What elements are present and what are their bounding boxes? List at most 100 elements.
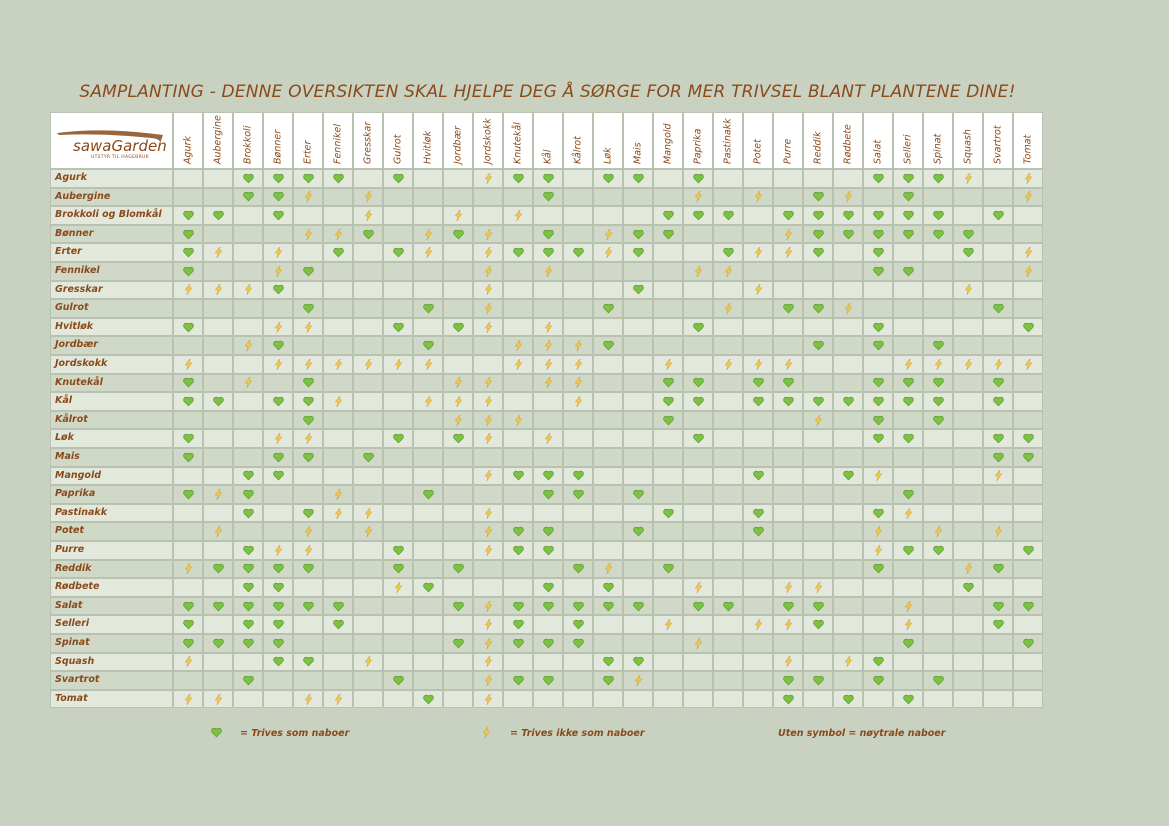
table-cell	[773, 615, 803, 634]
table-cell	[233, 671, 263, 690]
table-cell	[533, 355, 563, 374]
heart-icon	[752, 471, 764, 481]
table-cell	[563, 429, 593, 448]
table-cell	[293, 559, 323, 579]
table-cell	[443, 448, 473, 467]
table-cell	[233, 429, 263, 448]
heart-icon	[542, 582, 554, 593]
table-cell	[473, 522, 503, 541]
heart-icon	[422, 489, 434, 500]
table-cell	[623, 429, 653, 448]
table-cell	[443, 187, 473, 207]
lightning-icon	[574, 395, 582, 407]
table-cell	[623, 373, 653, 393]
lightning-icon	[694, 265, 702, 277]
column-header: Paprika	[683, 112, 713, 169]
column-header: Selleri	[893, 112, 923, 169]
lightning-icon	[364, 526, 372, 538]
table-cell	[953, 299, 983, 318]
table-cell	[563, 336, 593, 355]
table-cell	[203, 373, 233, 393]
table-cell	[923, 392, 953, 411]
lightning-icon	[364, 656, 372, 668]
table-cell	[773, 280, 803, 300]
table-cell	[323, 671, 353, 690]
table-cell	[893, 522, 923, 541]
column-header: Purre	[773, 112, 803, 169]
table-cell	[773, 652, 803, 672]
table-cell	[833, 336, 863, 355]
table-cell	[653, 355, 683, 374]
table-cell	[923, 317, 953, 337]
table-cell	[383, 373, 413, 393]
lightning-icon	[994, 358, 1002, 370]
lightning-icon	[274, 265, 282, 277]
table-cell	[863, 578, 893, 597]
heart-icon	[602, 303, 614, 314]
column-header-label: Purre	[782, 138, 794, 164]
table-cell	[263, 634, 293, 653]
table-cell	[383, 615, 413, 634]
table-cell	[413, 541, 443, 560]
table-cell	[533, 466, 563, 486]
table-cell	[1013, 485, 1043, 504]
table-cell	[923, 596, 953, 616]
lightning-icon	[334, 358, 342, 370]
table-cell	[623, 280, 653, 300]
table-cell	[893, 671, 923, 690]
table-cell	[503, 652, 533, 672]
heart-icon	[542, 229, 554, 239]
column-header: Hvitløk	[413, 112, 443, 169]
table-cell	[923, 689, 953, 709]
table-cell	[923, 652, 953, 672]
heart-icon	[302, 508, 314, 518]
table-cell	[203, 652, 233, 672]
lightning-icon	[694, 637, 702, 649]
heart-icon	[302, 173, 314, 184]
heart-icon	[692, 601, 704, 611]
table-cell	[593, 243, 623, 262]
heart-icon	[422, 694, 434, 704]
lightning-icon	[484, 228, 492, 240]
heart-icon	[272, 657, 284, 667]
table-cell	[503, 485, 533, 504]
table-cell	[443, 652, 473, 672]
table-cell	[353, 206, 383, 225]
table-cell	[203, 503, 233, 523]
table-cell	[953, 206, 983, 225]
lightning-icon	[514, 358, 522, 370]
table-cell	[1013, 448, 1043, 467]
column-header-label: Jordbær	[452, 126, 464, 164]
table-cell	[503, 634, 533, 653]
lightning-icon	[664, 358, 672, 370]
heart-icon	[782, 694, 794, 704]
table-cell	[503, 224, 533, 244]
row-header: Potet	[50, 522, 173, 541]
table-cell	[173, 689, 203, 709]
lightning-icon	[904, 358, 912, 370]
table-cell	[923, 206, 953, 225]
lightning-icon	[964, 563, 972, 575]
table-cell	[953, 187, 983, 207]
table-cell	[293, 206, 323, 225]
table-cell	[953, 615, 983, 634]
table-cell	[803, 410, 833, 430]
heart-icon	[752, 378, 764, 388]
table-cell	[923, 243, 953, 262]
table-cell	[923, 466, 953, 486]
table-cell	[833, 206, 863, 225]
heart-icon	[932, 415, 944, 425]
heart-icon	[872, 508, 884, 518]
heart-icon	[752, 396, 764, 407]
table-cell	[1013, 392, 1043, 411]
table-cell	[743, 448, 773, 467]
table-cell	[413, 429, 443, 448]
table-cell	[833, 317, 863, 337]
lightning-icon	[784, 358, 792, 370]
column-header-label: Gulrot	[392, 134, 404, 164]
heart-icon	[212, 601, 224, 611]
table-cell	[503, 262, 533, 281]
table-cell	[293, 355, 323, 374]
table-cell	[863, 392, 893, 411]
column-header: Spinat	[923, 112, 953, 169]
